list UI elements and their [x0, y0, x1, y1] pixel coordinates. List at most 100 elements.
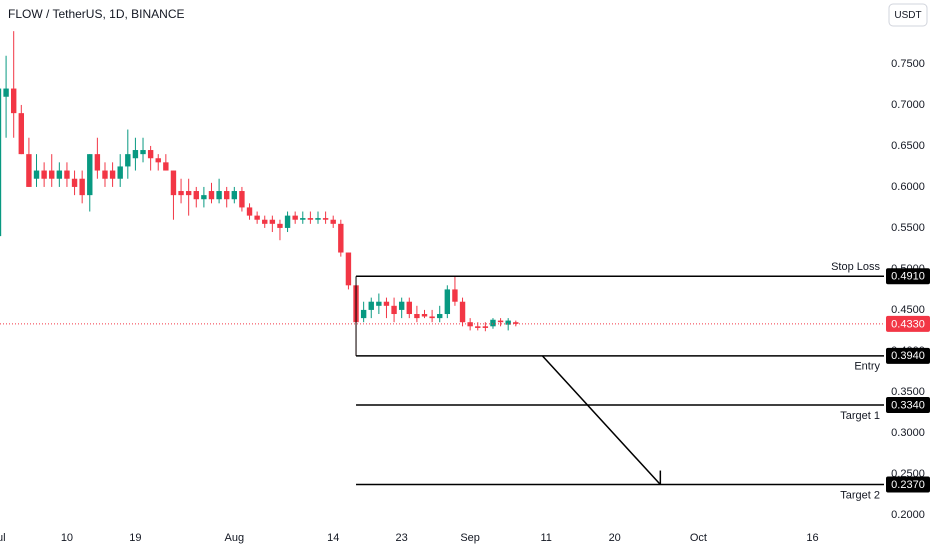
chart-title: FLOW / TetherUS, 1D, BINANCE: [8, 7, 185, 21]
level-tag: [886, 397, 930, 414]
candle-body: [459, 301, 466, 323]
candle-body: [170, 170, 177, 196]
x-tick-label: 10: [61, 532, 73, 544]
candle-body: [239, 191, 245, 208]
candle-body: [414, 314, 420, 319]
x-tick-label: 11: [541, 532, 552, 544]
candle-body: [513, 322, 519, 324]
y-tick-label: 0.7000: [891, 99, 925, 111]
candle-body: [163, 162, 169, 171]
candle-body: [490, 319, 496, 327]
candle-body: [216, 191, 222, 200]
candle-body: [497, 320, 504, 323]
candle-body: [300, 218, 306, 220]
candle-body: [376, 301, 382, 306]
candle-body: [338, 223, 344, 253]
candle-body: [0, 88, 2, 237]
candle-body: [284, 215, 291, 228]
candle-body: [49, 170, 55, 179]
candle-body: [224, 191, 230, 200]
candle-body: [452, 289, 458, 302]
candle-body: [269, 219, 276, 224]
candle-body: [79, 178, 85, 196]
candle-body: [155, 158, 161, 163]
candle-body: [437, 314, 443, 319]
candle-body: [368, 301, 374, 310]
y-tick-label: 0.7500: [891, 58, 925, 70]
currency-label[interactable]: USDT: [894, 10, 921, 21]
candle-body: [33, 170, 40, 179]
candle-body: [330, 219, 336, 224]
candle-body: [406, 301, 412, 315]
level-name: Target 2: [840, 489, 880, 501]
candle-body: [246, 207, 253, 216]
candle-body: [360, 309, 367, 319]
candle-body: [231, 191, 238, 200]
candle-body: [178, 191, 184, 196]
currency-button[interactable]: [888, 3, 928, 27]
candle-body: [109, 170, 116, 179]
x-tick-label: 19: [129, 532, 141, 544]
candle-body: [292, 215, 298, 220]
candle-body: [3, 88, 9, 97]
y-tick-label: 0.4500: [891, 304, 925, 316]
y-tick-label: 0.3000: [891, 427, 925, 439]
x-tick-label: 14: [327, 532, 339, 544]
candle-body: [193, 191, 199, 200]
candle-body: [125, 154, 131, 167]
candle-body: [71, 178, 78, 187]
candle-body: [140, 150, 146, 155]
candle-body: [391, 305, 397, 315]
candle-body: [26, 154, 32, 187]
candle-body: [505, 320, 511, 325]
level-tag: [886, 268, 930, 285]
candle-body: [383, 301, 390, 306]
candle-body: [467, 322, 473, 327]
candle-body: [421, 314, 428, 317]
candle-body: [254, 215, 260, 220]
level-tag-label: 0.3340: [891, 399, 925, 411]
candle-body: [185, 191, 192, 196]
candle-body: [307, 218, 314, 220]
candle-body: [345, 252, 352, 286]
candle-body: [87, 154, 93, 196]
level-name: Entry: [854, 361, 880, 373]
candle-body: [56, 170, 63, 179]
level-tag-label: 0.3940: [891, 350, 925, 362]
level-tag-label: 0.4910: [891, 271, 925, 283]
y-tick-label: 0.6000: [891, 181, 925, 193]
candle-body: [201, 195, 207, 200]
x-tick-label: Jul: [0, 532, 6, 544]
x-tick-label: 16: [806, 532, 818, 544]
candle-body: [277, 223, 283, 228]
candle-body: [208, 191, 215, 200]
x-tick-label: Oct: [690, 532, 707, 544]
candle-body: [10, 88, 17, 114]
level-tag: [886, 476, 930, 493]
level-name: Stop Loss: [831, 261, 880, 273]
x-tick-label: Sep: [460, 532, 480, 544]
last-price-tag: [886, 315, 930, 332]
candle-body: [102, 170, 108, 179]
candle-body: [64, 170, 70, 179]
candle-body: [482, 326, 489, 328]
level-tag-label: 0.2370: [891, 479, 925, 491]
candle-body: [41, 170, 47, 179]
y-tick-label: 0.6500: [891, 140, 925, 152]
candle-body: [429, 316, 435, 319]
projection-arrow: [541, 355, 661, 486]
candle-body: [262, 219, 268, 224]
candle-body: [18, 113, 25, 155]
level-name: Target 1: [840, 410, 880, 422]
plot-area: Stop Loss Entry Target 1 Target 2: [0, 31, 884, 501]
y-tick-label: 0.3500: [891, 386, 925, 398]
x-tick-label: 23: [396, 532, 408, 544]
candle-body: [117, 166, 123, 179]
last-price-label: 0.4330: [891, 318, 925, 330]
y-tick-label: 0.5500: [891, 222, 925, 234]
x-tick-label: 20: [609, 532, 621, 544]
candle-body: [94, 154, 101, 171]
candle-body: [315, 218, 321, 220]
